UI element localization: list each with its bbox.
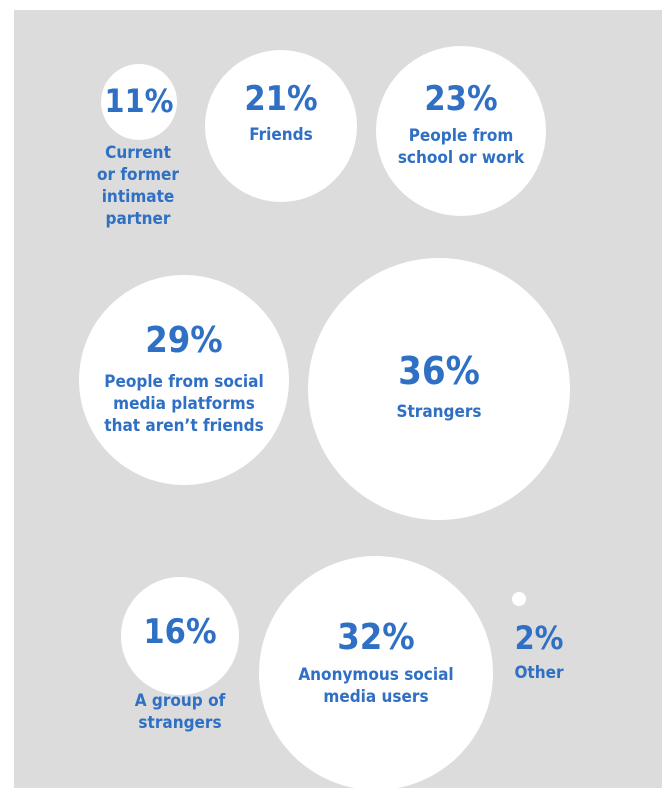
bubble-anon (259, 556, 493, 790)
category-label-friends: Friends (249, 125, 313, 145)
value-label-school: 23% (424, 79, 498, 119)
value-label-strangers: 36% (398, 349, 480, 393)
category-label-social: People from social media platforms that … (104, 372, 264, 437)
category-label-school: People from school or work (397, 126, 525, 169)
category-label-partner: Current or former intimate partner (97, 143, 179, 230)
category-label-other: Other (514, 663, 564, 683)
value-label-social: 29% (145, 320, 223, 361)
bubble-social (79, 275, 289, 485)
bubble-strangers (308, 258, 570, 520)
bubble-partner (101, 64, 177, 140)
category-label-anon: Anonymous social media users (298, 665, 454, 708)
value-label-other: 2% (514, 619, 564, 657)
bubble-other (512, 592, 526, 606)
value-label-friends: 21% (244, 79, 318, 119)
bubble-school (376, 46, 546, 216)
bubble-friends (205, 50, 357, 202)
bubble-group (121, 577, 239, 695)
category-label-group: A group of strangers (134, 691, 226, 734)
category-label-strangers: Strangers (396, 402, 482, 422)
value-label-anon: 32% (337, 617, 415, 658)
value-label-partner: 11% (104, 82, 174, 120)
value-label-group: 16% (143, 612, 217, 652)
